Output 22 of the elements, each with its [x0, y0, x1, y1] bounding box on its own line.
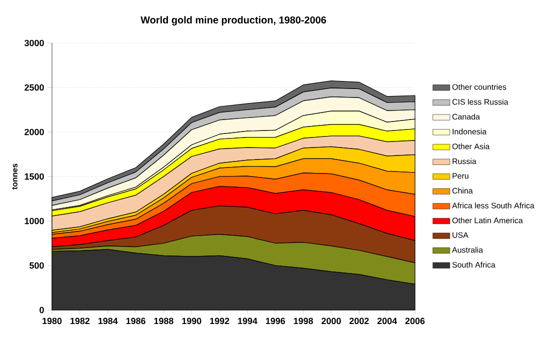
x-tick-label: 2002 — [349, 318, 369, 324]
y-tick-label: 2500 — [24, 84, 44, 91]
y-tick-label: 3000 — [24, 40, 44, 46]
y-tick-label: 1000 — [24, 218, 44, 224]
x-tick-label: 2004 — [377, 318, 397, 324]
x-tick-label: 1994 — [238, 318, 258, 324]
x-tick-label: 2000 — [322, 318, 341, 324]
x-tick-label: 1996 — [266, 318, 286, 324]
y-tick-label: 1500 — [24, 173, 44, 180]
y-tick-label: 2000 — [24, 128, 44, 136]
x-tick-label: 1984 — [98, 318, 118, 324]
y-tick-label: 0 — [40, 306, 44, 314]
y-tick-label: 500 — [30, 262, 44, 269]
x-tick-label: 1998 — [294, 318, 314, 324]
x-tick-label: 1980 — [42, 318, 62, 324]
x-tick-label: 1986 — [126, 318, 146, 324]
x-tick-label: 1982 — [70, 318, 90, 324]
x-tick-label: 1990 — [182, 318, 202, 324]
x-tick-label: 1988 — [154, 318, 174, 324]
x-tick-label: 2006 — [405, 318, 425, 324]
chart-title: World gold mine production, 1980-2006 — [140, 16, 326, 26]
x-tick-label: 1992 — [210, 318, 230, 324]
